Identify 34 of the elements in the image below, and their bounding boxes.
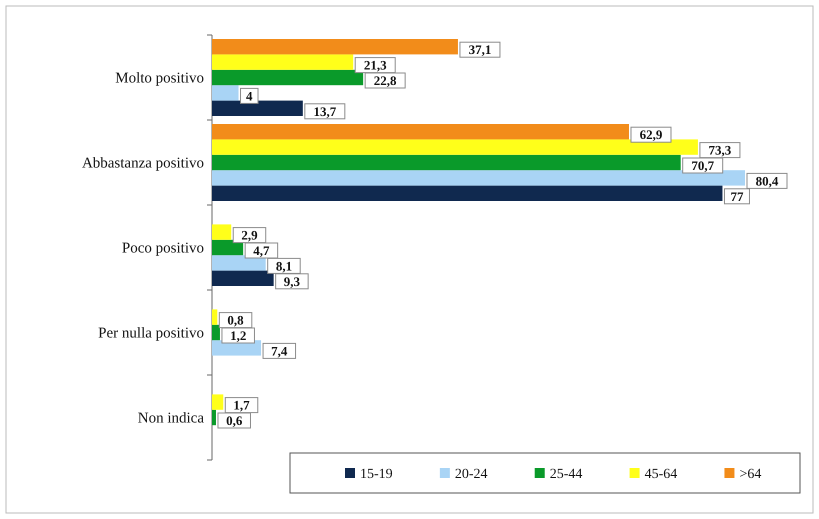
data-label: 80,4: [756, 173, 779, 188]
data-label: 8,1: [276, 258, 292, 274]
data-label: 9,3: [284, 274, 301, 289]
data-label: 2,9: [241, 228, 258, 243]
data-label: 4: [246, 88, 254, 104]
data-label: 0,6: [226, 413, 243, 428]
y-tick-label: Non indica: [138, 410, 204, 426]
bar: [212, 410, 216, 426]
data-label: 62,9: [640, 127, 663, 142]
data-label: 1,2: [230, 328, 246, 343]
bar: [212, 324, 220, 340]
data-label: 70,7: [691, 158, 715, 173]
data-label: 0,8: [227, 312, 244, 328]
y-tick-label: Poco positivo: [122, 240, 204, 256]
data-label: 37,1: [468, 42, 492, 58]
legend-label: 15-19: [360, 467, 393, 482]
data-label: 73,3: [708, 142, 732, 158]
y-tick-label: Abbastanza positivo: [82, 156, 204, 172]
data-label: 21,3: [364, 58, 388, 73]
legend-label: 45-64: [644, 467, 678, 482]
data-label: 4,7: [253, 243, 270, 258]
y-tick-label: Molto positivo: [115, 70, 204, 86]
legend-label: >64: [739, 467, 762, 482]
y-tick-label: Per nulla positivo: [98, 326, 204, 342]
data-label: 7,4: [271, 343, 288, 358]
bar: [212, 170, 745, 186]
legend-label: 20-24: [454, 467, 488, 482]
legend-label: 25-44: [550, 467, 582, 482]
data-label: 77: [730, 188, 744, 204]
data-label: 13,7: [313, 104, 337, 119]
bar: [212, 124, 629, 140]
data-label: 1,7: [233, 398, 250, 413]
data-label: 22,8: [374, 73, 398, 88]
bar: [212, 309, 218, 325]
